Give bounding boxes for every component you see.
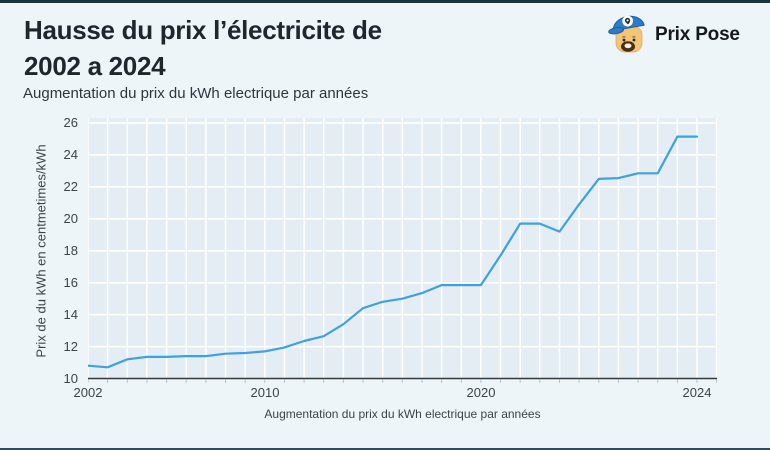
page-title-line-1: Hausse du prix l’électricite de bbox=[24, 15, 382, 45]
x-tick-label: 2002 bbox=[73, 385, 103, 400]
price-line-chart bbox=[88, 118, 717, 384]
y-tick-label: 26 bbox=[63, 115, 78, 130]
x-tick-label: 2010 bbox=[250, 385, 280, 400]
y-tick-label: 12 bbox=[63, 339, 78, 354]
x-tick-label: 2024 bbox=[682, 385, 712, 400]
x-tick-label: 2020 bbox=[466, 385, 496, 400]
x-axis-tick-labels: 2002 2010 2020 2024 bbox=[74, 385, 717, 403]
brand-name: Prix Pose bbox=[655, 24, 740, 45]
chart-canvas bbox=[88, 118, 717, 383]
y-tick-label: 18 bbox=[63, 243, 78, 258]
x-axis-title: Augmentation du prix du kWh electrique p… bbox=[264, 407, 541, 421]
page-title-line-2: 2002 a 2024 bbox=[24, 51, 166, 81]
y-tick-label: 22 bbox=[63, 179, 78, 194]
y-tick-label: 16 bbox=[63, 275, 78, 290]
y-tick-label: 24 bbox=[63, 147, 78, 162]
y-axis-tick-labels: 10 12 14 16 18 20 22 24 26 bbox=[0, 115, 78, 386]
brand: Prix Pose bbox=[608, 13, 758, 57]
y-tick-label: 14 bbox=[63, 307, 78, 322]
y-tick-label: 10 bbox=[63, 371, 78, 386]
prix-pose-mascot-icon bbox=[608, 11, 648, 60]
page-subtitle: Augmentation du prix du kWh electrique p… bbox=[23, 85, 369, 102]
page-title: Hausse du prix l’électricite de 2002 a 2… bbox=[24, 12, 382, 84]
y-tick-label: 20 bbox=[63, 211, 78, 226]
